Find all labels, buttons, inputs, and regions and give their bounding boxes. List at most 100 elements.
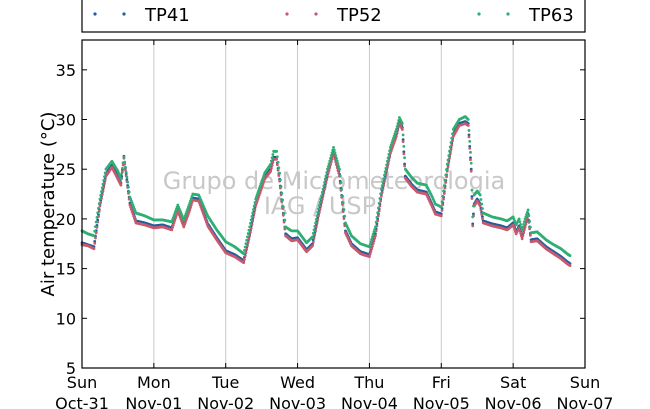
data-point: [370, 247, 374, 251]
data-point: [472, 204, 475, 208]
data-point: [401, 140, 405, 144]
data-point: [173, 212, 177, 215]
data-point: [320, 194, 323, 198]
data-point: [391, 137, 395, 140]
data-point: [335, 159, 339, 163]
data-point: [95, 216, 99, 219]
data-point: [245, 247, 249, 251]
y-tick-label: 25: [56, 160, 76, 179]
data-point: [380, 194, 383, 198]
data-point: [173, 219, 177, 222]
data-point: [119, 183, 123, 187]
data-point: [403, 156, 407, 160]
data-point: [189, 206, 192, 209]
data-point: [187, 203, 191, 207]
data-point: [249, 218, 253, 222]
data-point: [317, 207, 320, 211]
data-point: [246, 241, 250, 244]
data-point: [470, 197, 474, 200]
data-point: [246, 235, 249, 239]
data-point: [249, 221, 252, 225]
data-point: [260, 178, 264, 182]
data-point: [441, 203, 445, 207]
data-point: [374, 234, 377, 238]
data-point: [103, 175, 106, 179]
data-point: [525, 213, 529, 216]
data-point: [372, 239, 376, 243]
data-point: [442, 184, 446, 188]
data-point: [469, 150, 472, 154]
data-point: [525, 219, 529, 223]
data-point: [250, 215, 254, 218]
legend-label: TP41: [144, 5, 190, 26]
data-point: [183, 216, 186, 220]
data-point: [402, 152, 406, 156]
data-point: [182, 218, 186, 222]
data-point: [128, 201, 132, 205]
data-point: [281, 198, 284, 202]
data-point: [400, 128, 404, 131]
data-point: [257, 189, 261, 192]
y-tick-label: 15: [56, 260, 76, 279]
data-point: [251, 211, 255, 215]
data-point: [261, 176, 265, 179]
data-point: [470, 195, 474, 198]
data-point: [382, 177, 386, 181]
data-point: [123, 160, 127, 164]
data-point: [258, 193, 261, 197]
x-tick-day: Mon: [137, 373, 171, 392]
data-point: [450, 136, 454, 140]
data-point: [467, 129, 471, 132]
data-point: [244, 251, 248, 254]
data-point: [242, 252, 246, 256]
data-point: [523, 225, 527, 229]
data-point: [133, 217, 136, 220]
data-point: [244, 242, 248, 246]
data-point: [469, 156, 472, 160]
data-point: [325, 171, 329, 174]
data-point: [242, 261, 246, 265]
data-point: [174, 216, 177, 220]
data-point: [373, 227, 377, 231]
data-point: [521, 225, 525, 229]
vertical-grid: [153, 40, 514, 368]
data-point: [467, 135, 471, 139]
y-tick-label: 35: [56, 61, 76, 80]
data-point: [255, 195, 258, 199]
data-point: [440, 208, 444, 212]
data-point: [339, 181, 343, 185]
data-point: [269, 162, 273, 166]
data-point: [375, 216, 379, 219]
data-point: [94, 225, 97, 229]
data-point: [121, 166, 124, 170]
data-point: [311, 235, 314, 239]
data-point: [102, 178, 106, 182]
data-point: [126, 180, 130, 184]
watermark: Grupo de Micrometeorologia IAG / USP: [163, 167, 505, 220]
data-point: [396, 122, 400, 125]
data-point: [466, 118, 470, 121]
data-point: [392, 134, 396, 138]
data-point: [276, 168, 280, 172]
y-tick-label: 10: [56, 309, 76, 328]
data-point: [443, 186, 447, 190]
data-point: [368, 255, 371, 259]
data-point: [258, 191, 262, 194]
data-point: [174, 214, 178, 218]
data-point: [128, 203, 132, 207]
data-point: [243, 257, 246, 261]
data-point: [517, 217, 521, 221]
legend: TP41 TP52 TP63: [81, 0, 586, 33]
data-point: [270, 156, 274, 160]
data-point: [471, 222, 475, 226]
data-point: [329, 154, 333, 157]
data-point: [260, 186, 264, 190]
data-point: [403, 164, 407, 168]
data-point: [280, 191, 284, 195]
data-point: [337, 171, 341, 175]
data-point: [338, 167, 341, 171]
data-point: [172, 214, 176, 217]
data-point: [127, 190, 131, 194]
data-point: [92, 234, 96, 238]
